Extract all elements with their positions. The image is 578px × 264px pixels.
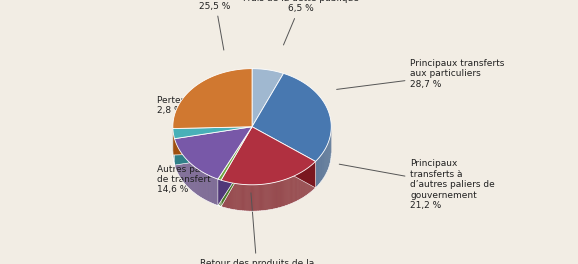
Polygon shape — [252, 69, 283, 127]
Text: Principaux
transferts à
d’autres paliers de
gouvernement
21,2 %: Principaux transferts à d’autres paliers… — [339, 159, 495, 210]
Polygon shape — [221, 127, 252, 206]
Polygon shape — [175, 127, 252, 165]
Polygon shape — [221, 127, 316, 185]
Text: Principaux transferts
aux particuliers
28,7 %: Principaux transferts aux particuliers 2… — [336, 59, 505, 89]
Polygon shape — [252, 127, 316, 188]
Text: Autres charges
25,5 %: Autres charges 25,5 % — [181, 0, 249, 50]
Polygon shape — [175, 127, 252, 165]
Polygon shape — [173, 127, 252, 155]
Text: Frais de la dette publique
6,5 %: Frais de la dette publique 6,5 % — [243, 0, 359, 45]
Polygon shape — [173, 127, 252, 139]
Polygon shape — [218, 127, 252, 180]
Polygon shape — [218, 127, 252, 205]
Text: Pertes actuarielles nettes
2,8 %: Pertes actuarielles nettes 2,8 % — [157, 96, 273, 115]
Polygon shape — [252, 127, 316, 188]
Polygon shape — [252, 73, 331, 162]
Polygon shape — [221, 127, 252, 206]
Text: Retour des produits de la
redevance sur les combustibles
0,7 %: Retour des produits de la redevance sur … — [186, 193, 329, 264]
Polygon shape — [175, 127, 252, 179]
Text: Autres paiements
de transfert
14,6 %: Autres paiements de transfert 14,6 % — [157, 158, 237, 194]
Polygon shape — [173, 127, 252, 155]
Polygon shape — [173, 69, 252, 129]
Polygon shape — [218, 127, 252, 205]
